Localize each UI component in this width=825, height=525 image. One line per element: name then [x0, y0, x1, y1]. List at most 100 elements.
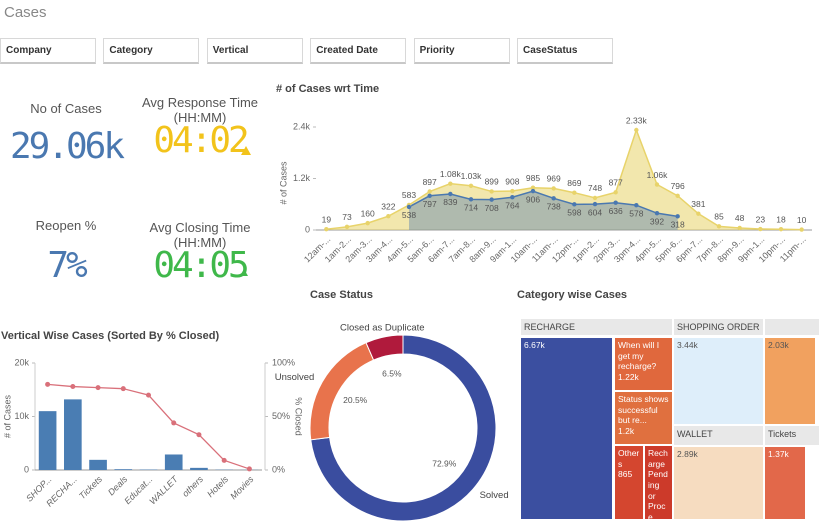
- treemap-group-header: WALLET: [673, 425, 764, 446]
- x-tick-label: Movies: [228, 474, 256, 502]
- filter-dropdown[interactable]: Priority: [413, 38, 510, 64]
- value-label: 714: [464, 203, 478, 213]
- point: [551, 196, 556, 201]
- kpi-label: Reopen %: [35, 218, 97, 233]
- y2-tick-label: 100%: [272, 357, 295, 367]
- value-label: 19: [322, 214, 332, 224]
- value-label: 869: [567, 178, 581, 188]
- treemap-group-header: [764, 318, 820, 336]
- chart-title: Category wise Cases: [517, 289, 627, 301]
- value-label: 538: [402, 210, 416, 220]
- treemap-cell: When will I get my recharge? 1.22k: [614, 337, 673, 391]
- value-label: 160: [361, 208, 375, 218]
- page-title: Cases: [4, 4, 47, 21]
- value-label: 381: [691, 199, 705, 209]
- value-label: 73: [342, 212, 352, 222]
- treemap-value-label: 1.22k: [618, 371, 639, 382]
- value-label: 23: [756, 214, 766, 224]
- point: [468, 183, 474, 188]
- point: [45, 381, 51, 387]
- treemap-group-header: Tickets: [764, 425, 820, 446]
- filter-dropdown[interactable]: Vertical: [206, 38, 303, 64]
- chart-title: Case Status: [310, 289, 373, 301]
- point: [448, 191, 453, 197]
- kpi-label: Avg Response Time (HH:MM): [141, 95, 259, 125]
- value-label: 6.5%: [382, 368, 402, 378]
- point: [510, 188, 515, 194]
- point: [489, 189, 494, 194]
- treemap-cell-label: Recharge Pending or Proce...: [648, 448, 668, 520]
- point: [221, 457, 227, 463]
- value-label: 748: [588, 183, 602, 193]
- donut-slice: [365, 334, 404, 361]
- treemap-value-label: 6.67k: [524, 340, 545, 350]
- point: [246, 466, 252, 472]
- y-tick-label: 0: [305, 224, 310, 234]
- treemap-value-label: 2.03k: [768, 340, 789, 350]
- area: [409, 191, 678, 230]
- x-tick-label: WALLET: [147, 473, 180, 506]
- point: [510, 195, 515, 200]
- filter-dropdown[interactable]: Created Date: [310, 38, 407, 64]
- point: [196, 432, 202, 438]
- value-label: 72.9%: [432, 459, 457, 469]
- x-tick-label: others: [180, 474, 205, 499]
- y-tick-label: 0: [24, 464, 29, 474]
- kpi-label: Avg Closing Time (HH:MM): [149, 220, 251, 250]
- value-label: 20.5%: [343, 395, 368, 405]
- trend-icon: [240, 269, 248, 276]
- y2-tick-label: 50%: [272, 411, 290, 421]
- point: [171, 420, 177, 426]
- value-label: 48: [735, 213, 745, 223]
- value-label: 839: [443, 197, 457, 207]
- point: [120, 386, 126, 392]
- treemap-cell: 2.03k: [764, 337, 816, 425]
- treemap-value-label: 2.89k: [677, 449, 698, 459]
- y-tick-label: 1.2k: [293, 173, 311, 183]
- bar: [164, 454, 183, 470]
- value-label: 985: [526, 173, 540, 183]
- donut-slice: [310, 334, 497, 522]
- kpi-value: 04:02: [153, 120, 249, 161]
- bar: [64, 399, 82, 470]
- value-label: 796: [671, 181, 685, 191]
- point: [675, 193, 680, 199]
- point: [427, 189, 432, 194]
- point: [737, 225, 742, 231]
- value-label: 636: [609, 206, 623, 216]
- point: [406, 204, 412, 210]
- bar: [114, 469, 133, 470]
- y-axis-title: # of Cases: [2, 394, 12, 438]
- point: [572, 190, 577, 195]
- y-tick-label: 10k: [14, 411, 29, 421]
- treemap-group-header: SHOPPING ORDER: [673, 318, 764, 336]
- treemap-cell-label: Status shows successful but re...: [618, 394, 669, 426]
- line: [408, 190, 678, 218]
- point: [592, 195, 598, 201]
- treemap-cell: Others 865: [614, 445, 644, 520]
- value-label: 583: [402, 190, 416, 200]
- donut-slice: [309, 342, 375, 441]
- point: [468, 197, 474, 202]
- filter-dropdown[interactable]: Company: [0, 38, 96, 64]
- x-tick-label: Hotels: [205, 474, 230, 499]
- y2-tick-label: 0%: [272, 464, 285, 474]
- point: [70, 384, 76, 390]
- bar: [190, 467, 208, 470]
- value-label: 738: [547, 202, 561, 212]
- point: [675, 214, 680, 219]
- kpi-value: 29.06k: [9, 126, 125, 167]
- value-label: 908: [505, 176, 519, 186]
- point: [613, 190, 618, 195]
- x-tick-label: Tickets: [77, 474, 105, 502]
- kpi-value: 04:05: [153, 245, 249, 286]
- y-tick-label: 2.4k: [293, 121, 311, 131]
- filter-dropdown[interactable]: Category: [103, 38, 200, 64]
- treemap-cell: 6.67k: [520, 337, 613, 520]
- filter-dropdown[interactable]: CaseStatus: [517, 38, 613, 64]
- value-label: 2.33k: [626, 115, 648, 125]
- kpi-label: No of Cases: [30, 101, 102, 116]
- kpi-value: 7%: [47, 245, 87, 286]
- value-label: 318: [671, 220, 685, 230]
